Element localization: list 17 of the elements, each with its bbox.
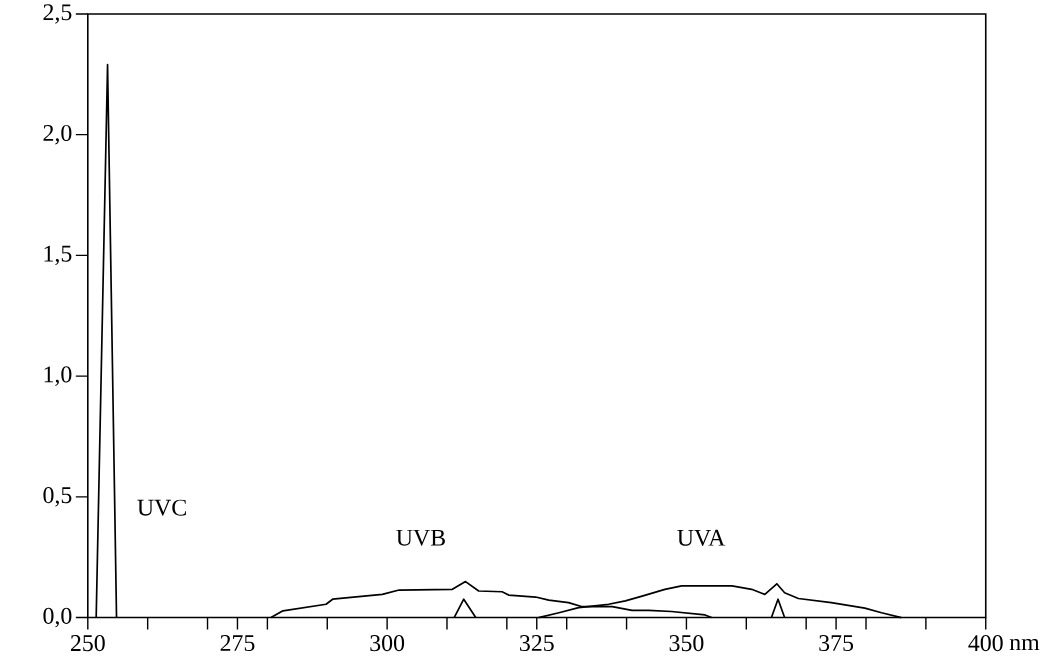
y-tick-label: 1,0 (44, 366, 72, 386)
x-tick-label: 400 (968, 634, 1003, 651)
y-tick-label: 0,0 (43, 607, 72, 628)
annotation: UVA (677, 529, 726, 546)
y-tick-label: 2,0 (43, 124, 72, 145)
y-tick-label: 1,5 (44, 245, 72, 265)
x-tick-label: 325 (520, 634, 554, 651)
annotation: UVC (137, 499, 186, 516)
y-tick-label: 0,5 (43, 486, 72, 507)
x-tick-label: 375 (819, 634, 854, 651)
x-axis-title: nm (1009, 638, 1040, 650)
x-tick-label: 250 (70, 634, 105, 651)
y-tick-label: 2,5 (43, 3, 72, 24)
x-tick-label: 350 (669, 634, 704, 651)
annotation: UVB (396, 529, 445, 546)
x-tick-label: 275 (220, 634, 255, 651)
x-tick-label: 300 (370, 634, 405, 651)
